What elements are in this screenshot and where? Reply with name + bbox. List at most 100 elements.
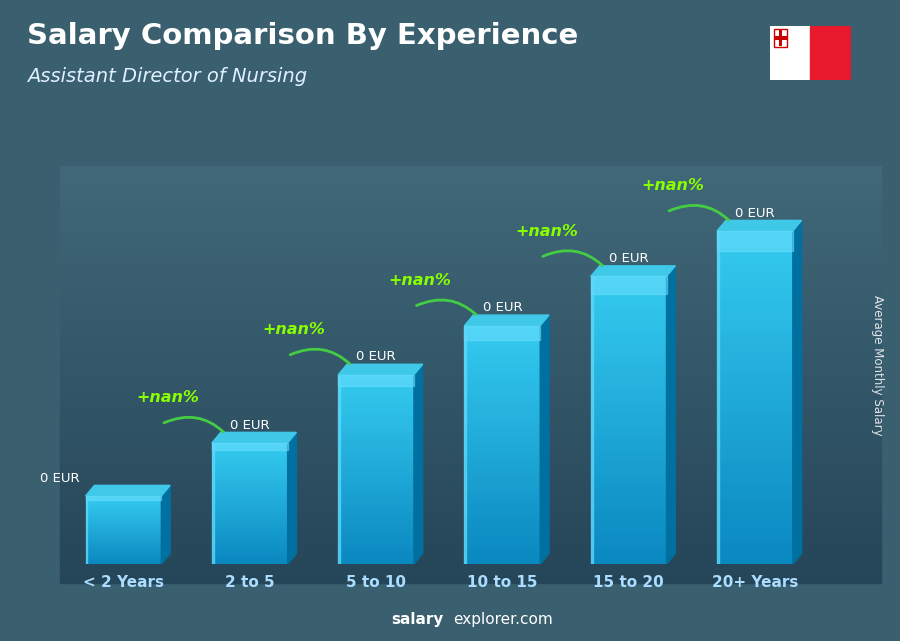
Bar bbox=[86, 499, 161, 501]
Bar bbox=[590, 487, 667, 492]
Bar bbox=[338, 491, 414, 495]
Bar bbox=[590, 377, 667, 382]
Bar bbox=[338, 375, 340, 564]
Bar bbox=[60, 379, 881, 383]
Bar bbox=[464, 540, 540, 544]
Bar bbox=[590, 544, 667, 550]
Bar bbox=[212, 489, 288, 492]
Bar bbox=[60, 412, 881, 417]
Bar bbox=[590, 482, 667, 487]
Bar bbox=[86, 508, 161, 510]
Bar bbox=[590, 348, 667, 353]
Bar bbox=[60, 208, 881, 212]
Polygon shape bbox=[161, 485, 170, 564]
Bar bbox=[86, 554, 161, 556]
Bar bbox=[717, 264, 793, 270]
Bar bbox=[212, 499, 288, 501]
Bar bbox=[338, 558, 414, 561]
Bar bbox=[717, 275, 793, 281]
Bar bbox=[717, 497, 793, 503]
Text: 0 EUR: 0 EUR bbox=[356, 351, 396, 363]
Bar bbox=[212, 497, 288, 499]
Bar bbox=[464, 453, 540, 457]
Bar bbox=[338, 472, 414, 476]
Bar bbox=[590, 324, 667, 329]
Bar bbox=[60, 553, 881, 558]
Bar bbox=[212, 495, 288, 497]
Bar bbox=[338, 374, 414, 378]
Bar bbox=[60, 266, 881, 271]
Bar bbox=[60, 199, 881, 204]
Bar bbox=[86, 519, 161, 520]
Bar bbox=[60, 437, 881, 442]
FancyArrowPatch shape bbox=[164, 417, 223, 432]
Bar bbox=[717, 292, 793, 297]
Bar bbox=[717, 525, 793, 531]
Bar bbox=[338, 501, 414, 504]
Bar bbox=[86, 551, 161, 553]
Bar bbox=[590, 497, 667, 502]
Bar bbox=[590, 449, 667, 454]
Bar bbox=[338, 378, 414, 381]
Bar bbox=[338, 415, 414, 419]
Text: 0 EUR: 0 EUR bbox=[482, 301, 522, 314]
Bar bbox=[338, 507, 414, 510]
Bar bbox=[86, 517, 161, 519]
Polygon shape bbox=[86, 485, 170, 496]
Bar bbox=[60, 424, 881, 429]
Bar bbox=[212, 552, 288, 554]
Bar bbox=[464, 480, 540, 485]
Bar bbox=[60, 483, 881, 487]
Bar bbox=[60, 279, 881, 283]
Bar bbox=[717, 464, 793, 470]
Bar bbox=[717, 425, 793, 431]
Bar bbox=[590, 338, 667, 344]
Bar bbox=[464, 460, 540, 465]
Bar bbox=[212, 554, 288, 556]
Bar bbox=[60, 516, 881, 520]
Bar bbox=[590, 463, 667, 468]
Bar bbox=[717, 436, 793, 442]
Bar bbox=[590, 276, 592, 564]
Bar bbox=[86, 550, 161, 552]
Bar bbox=[60, 196, 881, 200]
Polygon shape bbox=[414, 364, 423, 564]
Bar bbox=[717, 303, 793, 309]
Text: +nan%: +nan% bbox=[136, 390, 199, 405]
Bar bbox=[717, 331, 793, 337]
Bar bbox=[60, 233, 881, 237]
Bar bbox=[60, 541, 881, 545]
Bar bbox=[60, 312, 881, 317]
Bar bbox=[464, 365, 540, 369]
Bar bbox=[212, 467, 288, 469]
Bar bbox=[60, 362, 881, 367]
Bar bbox=[212, 537, 288, 540]
Bar bbox=[60, 337, 881, 342]
Bar bbox=[464, 373, 540, 378]
Bar bbox=[212, 479, 288, 481]
Bar bbox=[212, 556, 288, 558]
Bar bbox=[464, 548, 540, 552]
Bar bbox=[464, 469, 540, 472]
Bar bbox=[717, 236, 793, 242]
Bar bbox=[717, 242, 793, 247]
Bar bbox=[590, 381, 667, 387]
Bar bbox=[60, 262, 881, 267]
Bar bbox=[60, 354, 881, 358]
Text: Salary Comparison By Experience: Salary Comparison By Experience bbox=[27, 22, 578, 51]
Bar bbox=[338, 441, 414, 444]
Bar bbox=[212, 526, 288, 528]
Bar bbox=[464, 325, 540, 329]
Bar bbox=[464, 326, 540, 340]
Bar bbox=[338, 513, 414, 517]
Bar bbox=[338, 447, 414, 451]
Bar bbox=[464, 440, 540, 445]
Bar bbox=[86, 531, 161, 532]
Bar bbox=[464, 556, 540, 560]
Bar bbox=[717, 553, 793, 558]
Bar bbox=[338, 526, 414, 529]
Bar bbox=[212, 531, 288, 534]
Bar bbox=[717, 513, 793, 520]
Bar bbox=[464, 369, 540, 373]
Bar bbox=[212, 505, 288, 508]
